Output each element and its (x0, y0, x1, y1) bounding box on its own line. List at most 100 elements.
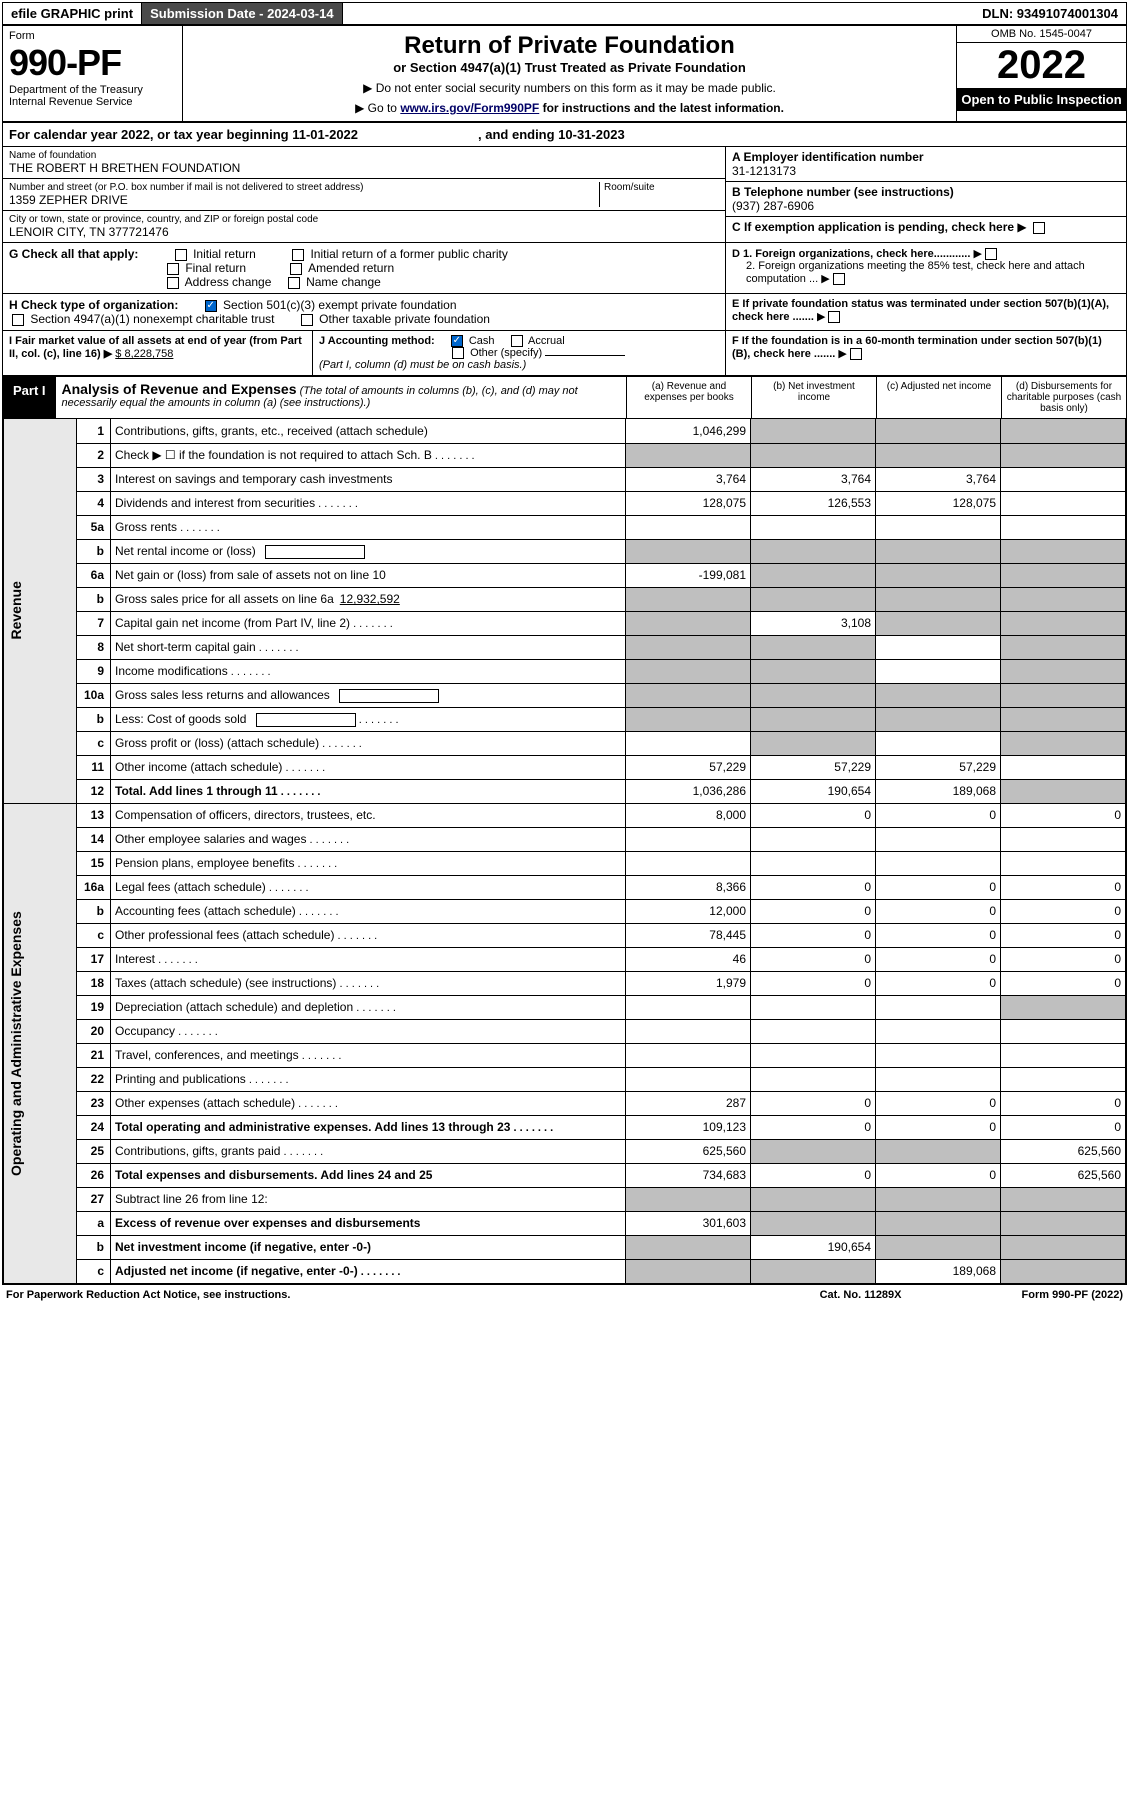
g-initial-checkbox[interactable] (175, 249, 187, 261)
expenses-side-label: Operating and Administrative Expenses (4, 803, 77, 1283)
f-checkbox[interactable] (850, 348, 862, 360)
cell-col-b: 0 (751, 947, 876, 971)
j-other-checkbox[interactable] (452, 347, 464, 359)
cell-col-c: 0 (876, 803, 1001, 827)
cell-col-d: 0 (1001, 947, 1126, 971)
table-row: 7Capital gain net income (from Part IV, … (4, 611, 1126, 635)
col-b-header: (b) Net investment income (751, 377, 876, 418)
d2-checkbox[interactable] (833, 273, 845, 285)
row-desc: Depreciation (attach schedule) and deple… (111, 995, 626, 1019)
row-desc: Occupancy . . . . . . . (111, 1019, 626, 1043)
table-row: 26Total expenses and disbursements. Add … (4, 1163, 1126, 1187)
cell-col-d (1001, 1019, 1126, 1043)
cell-col-a (626, 659, 751, 683)
g-initial-former-checkbox[interactable] (292, 249, 304, 261)
exemption-checkbox[interactable] (1033, 222, 1045, 234)
cell-col-a (626, 731, 751, 755)
row-desc: Gross profit or (loss) (attach schedule)… (111, 731, 626, 755)
cell-col-c: 189,068 (876, 779, 1001, 803)
d1-checkbox[interactable] (985, 248, 997, 260)
cell-col-a (626, 1067, 751, 1091)
cell-col-a: 1,046,299 (626, 419, 751, 443)
row-desc: Net gain or (loss) from sale of assets n… (111, 563, 626, 587)
h-4947-checkbox[interactable] (12, 314, 24, 326)
cell-col-c: 0 (876, 947, 1001, 971)
part1-title: Analysis of Revenue and Expenses (62, 381, 297, 397)
efile-label: efile GRAPHIC print (3, 3, 142, 24)
j-accrual-checkbox[interactable] (511, 335, 523, 347)
cell-col-c (876, 1067, 1001, 1091)
table-row: bNet investment income (if negative, ent… (4, 1235, 1126, 1259)
d2-label: 2. Foreign organizations meeting the 85%… (746, 260, 1085, 285)
table-row: 23Other expenses (attach schedule) . . .… (4, 1091, 1126, 1115)
row-desc: Total. Add lines 1 through 11 . . . . . … (111, 779, 626, 803)
cell-col-c (876, 731, 1001, 755)
cell-col-d (1001, 419, 1126, 443)
foundation-name: THE ROBERT H BRETHEN FOUNDATION (9, 161, 719, 175)
cell-col-c (876, 707, 1001, 731)
cell-col-a: 8,000 (626, 803, 751, 827)
cell-col-d: 625,560 (1001, 1163, 1126, 1187)
table-row: 19Depreciation (attach schedule) and dep… (4, 995, 1126, 1019)
ein: 31-1213173 (732, 164, 1120, 178)
cell-col-a (626, 1259, 751, 1283)
cell-col-b (751, 1187, 876, 1211)
cell-col-d (1001, 707, 1126, 731)
city: LENOIR CITY, TN 377721476 (9, 225, 719, 239)
row-number: 11 (77, 755, 111, 779)
irs-link[interactable]: www.irs.gov/Form990PF (400, 101, 539, 115)
cell-col-d (1001, 467, 1126, 491)
row-desc: Contributions, gifts, grants paid . . . … (111, 1139, 626, 1163)
note-ssn: ▶ Do not enter social security numbers o… (189, 81, 950, 95)
cell-col-a: 287 (626, 1091, 751, 1115)
row-number: 27 (77, 1187, 111, 1211)
cell-col-a: 128,075 (626, 491, 751, 515)
cell-col-d: 0 (1001, 923, 1126, 947)
g-final-checkbox[interactable] (167, 263, 179, 275)
row-number: 12 (77, 779, 111, 803)
cell-col-d (1001, 539, 1126, 563)
row-number: 19 (77, 995, 111, 1019)
cell-col-d (1001, 491, 1126, 515)
row-number: 5a (77, 515, 111, 539)
g-amended-checkbox[interactable] (290, 263, 302, 275)
cell-col-b: 57,229 (751, 755, 876, 779)
omb: OMB No. 1545-0047 (957, 26, 1126, 43)
cell-col-d (1001, 587, 1126, 611)
row-desc: Adjusted net income (if negative, enter … (111, 1259, 626, 1283)
table-row: 18Taxes (attach schedule) (see instructi… (4, 971, 1126, 995)
h-501c3-checkbox[interactable] (205, 300, 217, 312)
cell-col-c: 0 (876, 875, 1001, 899)
row-number: b (77, 899, 111, 923)
col-a-header: (a) Revenue and expenses per books (626, 377, 751, 418)
table-row: 17Interest . . . . . . .46000 (4, 947, 1126, 971)
g-name-checkbox[interactable] (288, 277, 300, 289)
row-desc: Excess of revenue over expenses and disb… (111, 1211, 626, 1235)
h-label: H Check type of organization: (9, 298, 178, 312)
cell-col-a: 57,229 (626, 755, 751, 779)
cell-col-c: 0 (876, 971, 1001, 995)
cell-col-a (626, 1187, 751, 1211)
row-desc: Compensation of officers, directors, tru… (111, 803, 626, 827)
cell-col-d (1001, 995, 1126, 1019)
cell-col-b (751, 1211, 876, 1235)
e-checkbox[interactable] (828, 311, 840, 323)
cell-col-a (626, 443, 751, 467)
cell-col-c (876, 443, 1001, 467)
phone-label: B Telephone number (see instructions) (732, 185, 1120, 199)
section-h-row: H Check type of organization: Section 50… (3, 294, 1126, 331)
cell-col-a: 625,560 (626, 1139, 751, 1163)
row-number: 7 (77, 611, 111, 635)
h-other-checkbox[interactable] (301, 314, 313, 326)
cell-col-c: 0 (876, 1163, 1001, 1187)
cell-col-a (626, 1043, 751, 1067)
cell-col-b: 3,108 (751, 611, 876, 635)
j-cash-checkbox[interactable] (451, 335, 463, 347)
row-desc: Pension plans, employee benefits . . . .… (111, 851, 626, 875)
form-container: efile GRAPHIC print Submission Date - 20… (2, 2, 1127, 1285)
part1-header: Part I Analysis of Revenue and Expenses … (3, 377, 1126, 419)
g-address-checkbox[interactable] (167, 277, 179, 289)
cell-col-d (1001, 659, 1126, 683)
table-row: Operating and Administrative Expenses13C… (4, 803, 1126, 827)
row-number: c (77, 1259, 111, 1283)
